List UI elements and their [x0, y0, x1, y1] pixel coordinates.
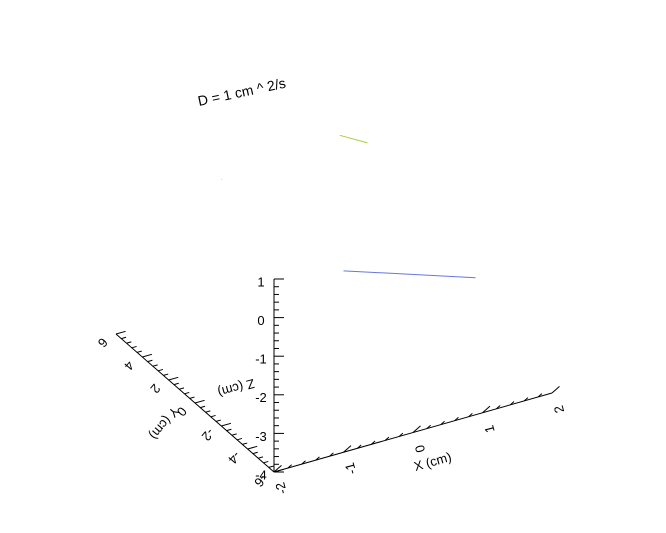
x-major-tick — [273, 465, 282, 473]
x-minor-tick — [287, 464, 292, 469]
y-tick-label: -4 — [225, 448, 244, 466]
y-major-tick — [142, 353, 153, 358]
x-minor-tick — [370, 440, 376, 445]
x-minor-tick — [301, 460, 306, 465]
series-lines — [221, 134, 476, 279]
x-minor-tick — [426, 424, 431, 429]
x-tick-label: 2 — [551, 404, 567, 415]
z-tick-label: -4 — [255, 467, 267, 482]
x-minor-tick — [329, 452, 334, 457]
x-minor-tick — [440, 420, 445, 425]
x-minor-tick — [509, 401, 515, 406]
y-minor-tick — [236, 437, 243, 441]
y-major-tick — [194, 399, 205, 404]
z-tick-label: 1 — [257, 274, 264, 289]
x-major-tick — [412, 425, 421, 433]
y-minor-tick — [121, 336, 127, 340]
z-tick-label: -1 — [255, 352, 267, 367]
x-minor-tick — [468, 413, 473, 418]
x-minor-tick — [357, 444, 362, 449]
y-tick-label: 2 — [147, 381, 163, 396]
x-minor-tick — [454, 416, 459, 422]
y-minor-tick — [126, 341, 132, 344]
y-minor-tick — [263, 460, 269, 464]
x-tick-label: -2 — [272, 481, 289, 496]
z-axis-title: Z (cm) — [216, 376, 256, 400]
y-minor-tick — [152, 364, 158, 367]
y-axis-title: Y (cm) — [146, 404, 182, 443]
x-minor-tick — [384, 436, 390, 441]
y-minor-tick — [184, 391, 190, 395]
z-tick-label: -2 — [255, 390, 267, 405]
y-tick-label: -2 — [199, 425, 218, 443]
y-minor-tick — [200, 405, 206, 409]
x-major-tick — [551, 386, 560, 394]
y-minor-tick — [189, 396, 195, 399]
y-minor-tick — [258, 456, 264, 459]
y-minor-tick — [179, 387, 185, 390]
x-major-tick — [482, 405, 491, 414]
y-major-tick — [221, 422, 232, 427]
x-tick-label: 0 — [412, 443, 428, 454]
y-minor-tick — [215, 419, 222, 422]
x-tick-label: -1 — [342, 461, 359, 476]
z-tick-label: -3 — [255, 429, 267, 444]
x-minor-tick — [537, 393, 543, 398]
x-minor-tick — [523, 397, 529, 402]
y-minor-tick — [136, 350, 143, 353]
y-major-tick — [168, 376, 179, 381]
y-minor-tick — [147, 359, 153, 363]
y-major-tick — [115, 330, 126, 335]
y-minor-tick — [173, 382, 179, 386]
y-minor-tick — [268, 465, 274, 468]
x-minor-tick — [315, 456, 320, 461]
x-major-tick — [343, 445, 352, 453]
series-line-1 — [343, 270, 476, 279]
y-minor-tick — [242, 442, 248, 445]
x-minor-tick — [398, 432, 404, 437]
y-minor-tick — [163, 373, 169, 376]
y-minor-tick — [157, 368, 164, 372]
x-minor-tick — [496, 405, 501, 410]
y-minor-tick — [231, 433, 237, 436]
y-major-tick — [247, 445, 258, 450]
y-minor-tick — [252, 451, 258, 455]
y-minor-tick — [131, 345, 137, 349]
y-minor-tick — [205, 410, 211, 413]
chart-annotation: D = 1 cm ^ 2/s — [196, 75, 287, 109]
series-line-3 — [339, 134, 368, 144]
z-tick-label: 0 — [257, 313, 264, 328]
y-minor-tick — [226, 428, 232, 432]
x-tick-label: 1 — [481, 424, 497, 435]
y-minor-tick — [210, 414, 216, 418]
y-tick-label: 6 — [95, 335, 111, 350]
y-tick-label: 4 — [121, 358, 137, 373]
